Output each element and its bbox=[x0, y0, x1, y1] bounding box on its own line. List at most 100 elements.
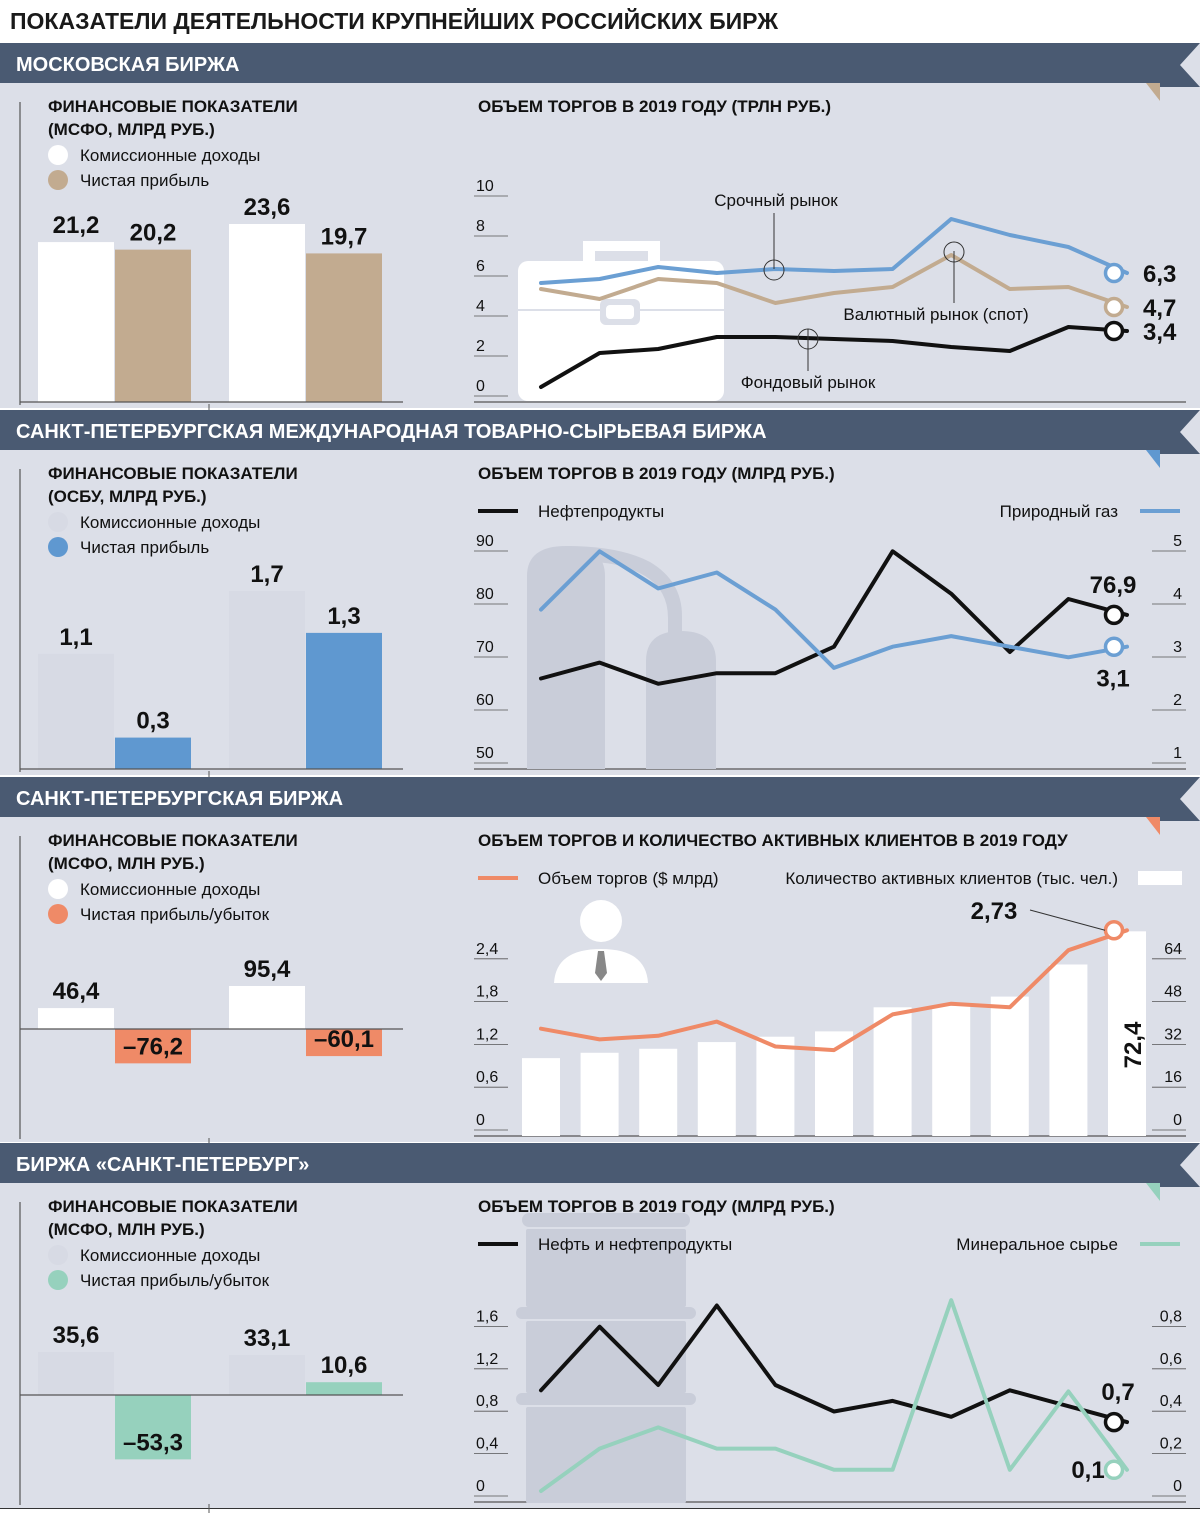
y-tick-label: 90 bbox=[476, 533, 494, 550]
header-band bbox=[0, 43, 1160, 83]
client-bar bbox=[932, 1005, 971, 1136]
y-tick-label: 1,8 bbox=[476, 984, 498, 1001]
fin-subtitle: (МСФО, МЛН РУБ.) bbox=[48, 854, 205, 873]
barrel-lower bbox=[526, 1407, 686, 1503]
trade-title: ОБЪЕМ ТОРГОВ В 2019 ГОДУ (МЛРД РУБ.) bbox=[478, 1197, 835, 1216]
header-band bbox=[0, 1143, 1160, 1183]
section-header: САНКТ-ПЕТЕРБУРГСКАЯ БИРЖА bbox=[0, 777, 1200, 835]
series-line bbox=[539, 549, 1129, 670]
y-tick-label: 60 bbox=[476, 692, 494, 709]
fin-bar bbox=[306, 253, 382, 402]
fin-subtitle: (МСФО, МЛН РУБ.) bbox=[48, 1220, 205, 1239]
header-band bbox=[0, 777, 1160, 817]
series-end-label: 4,7 bbox=[1143, 295, 1176, 322]
series-line bbox=[539, 1298, 1129, 1493]
section-spimex: САНКТ-ПЕТЕРБУРГСКАЯ МЕЖДУНАРОДНАЯ ТОВАРН… bbox=[0, 410, 1200, 808]
fin-bar bbox=[229, 986, 305, 1029]
fin-bar-value: 20,2 bbox=[130, 220, 177, 247]
cylinder-small bbox=[646, 631, 716, 769]
series-end-marker bbox=[1103, 920, 1125, 941]
person-tie bbox=[595, 951, 607, 981]
section-title: БИРЖА «САНКТ-ПЕТЕРБУРГ» bbox=[16, 1154, 309, 1176]
y2-tick-label: 0,8 bbox=[1160, 1308, 1182, 1325]
barrel-upper bbox=[526, 1229, 686, 1307]
series-end-label: 6,3 bbox=[1143, 261, 1176, 288]
fin-bar-value: 19,7 bbox=[321, 223, 368, 250]
header-accent-fold bbox=[1146, 450, 1160, 468]
fin-bar bbox=[115, 1395, 191, 1460]
y-tick-label: 6 bbox=[476, 258, 485, 275]
fin-bar bbox=[115, 737, 191, 769]
y-tick-label: 0 bbox=[476, 1112, 485, 1129]
y2-tick-label: 0 bbox=[1173, 1112, 1182, 1129]
series-end-label: 0,1 bbox=[1071, 1457, 1104, 1484]
client-bar bbox=[815, 1031, 853, 1136]
series-end-label: 0,7 bbox=[1101, 1379, 1134, 1406]
legend-swatch bbox=[48, 904, 68, 924]
header-ribbon bbox=[1160, 43, 1200, 87]
legend-label: Чистая прибыль/убыток bbox=[80, 905, 270, 924]
legend-label: Комиссионные доходы bbox=[80, 146, 260, 165]
header-accent-fold bbox=[1146, 817, 1160, 835]
legend-label: Комиссионные доходы bbox=[80, 1246, 260, 1265]
series-end-marker bbox=[1103, 320, 1125, 342]
section-title: САНКТ-ПЕТЕРБУРГСКАЯ МЕЖДУНАРОДНАЯ ТОВАРН… bbox=[16, 421, 767, 443]
legend-label: Чистая прибыль bbox=[80, 171, 209, 190]
y-tick-label: 8 bbox=[476, 218, 485, 235]
fin-bar-value: 0,3 bbox=[136, 708, 169, 735]
fin-bar-value: 46,4 bbox=[53, 978, 100, 1005]
fin-panel: ФИНАНСОВЫЕ ПОКАЗАТЕЛИ (МСФО, МЛН РУБ.) Ком… bbox=[19, 831, 403, 1175]
header-accent-fold bbox=[1146, 83, 1160, 101]
legend-label: Чистая прибыль bbox=[80, 538, 209, 557]
y-tick-label: 1,2 bbox=[476, 1351, 498, 1368]
trade-title: ОБЪЕМ ТОРГОВ В 2019 ГОДУ (ТРЛН РУБ.) bbox=[478, 97, 831, 116]
series-line bbox=[539, 1303, 1129, 1425]
fin-bar bbox=[115, 249, 191, 402]
fin-bar-value: 33,1 bbox=[244, 1325, 291, 1352]
fin-bar-value: 95,4 bbox=[244, 956, 291, 983]
fin-bar-value: 1,1 bbox=[59, 624, 92, 651]
series-line bbox=[539, 217, 1129, 285]
client-bar bbox=[1049, 964, 1088, 1136]
section-spb: БИРЖА «САНКТ-ПЕТЕРБУРГ» ФИНАНСОВЫЕ ПОКАЗА… bbox=[0, 1143, 1200, 1513]
section-spbex: САНКТ-ПЕТЕРБУРГСКАЯ БИРЖА ФИНАНСОВЫЕ ПОКА… bbox=[0, 777, 1200, 1175]
legend-label: Нефтепродукты bbox=[538, 502, 664, 521]
fin-panel: ФИНАНСОВЫЕ ПОКАЗАТЕЛИ (МСФО, МЛН РУБ.) Ком… bbox=[19, 1197, 403, 1513]
client-bar bbox=[522, 1058, 560, 1136]
section-header: МОСКОВСКАЯ БИРЖА bbox=[0, 43, 1200, 101]
page-title: ПОКАЗАТЕЛИ ДЕЯТЕЛЬНОСТИ КРУПНЕЙШИХ РОССИ… bbox=[10, 7, 778, 34]
briefcase-body bbox=[518, 261, 724, 401]
fin-bar bbox=[306, 1382, 382, 1395]
y2-tick-label: 0,4 bbox=[1160, 1393, 1182, 1410]
fin-bar-value: –60,1 bbox=[314, 1026, 374, 1053]
person-icon bbox=[554, 900, 648, 983]
fin-bar-value: 1,3 bbox=[327, 603, 360, 630]
series-end-label: 2,73 bbox=[971, 898, 1018, 925]
y-tick-label: 0 bbox=[476, 378, 485, 395]
y2-tick-label: 16 bbox=[1164, 1069, 1182, 1086]
header-accent-fold bbox=[1146, 1183, 1160, 1201]
y2-tick-label: 0,2 bbox=[1160, 1436, 1182, 1453]
section-header: БИРЖА «САНКТ-ПЕТЕРБУРГ» bbox=[0, 1143, 1200, 1201]
fin-bar-value: 21,2 bbox=[53, 212, 100, 239]
client-bar bbox=[697, 1042, 736, 1136]
y-tick-label: 0,8 bbox=[476, 1393, 498, 1410]
y-tick-label: 1,6 bbox=[476, 1308, 498, 1325]
callout-line bbox=[1029, 909, 1106, 931]
fin-bar bbox=[38, 653, 114, 769]
series-line bbox=[539, 253, 1129, 309]
series-line bbox=[539, 928, 1129, 1053]
client-bar bbox=[990, 996, 1029, 1136]
y-tick-label: 0,6 bbox=[476, 1069, 498, 1086]
y2-tick-label: 0 bbox=[1173, 1478, 1182, 1495]
y2-tick-label: 0,6 bbox=[1160, 1351, 1182, 1368]
y2-tick-label: 5 bbox=[1173, 533, 1182, 550]
section-moex: МОСКОВСКАЯ БИРЖА ФИНАНСОВЫЕ ПОКАЗАТЕЛИ (МС… bbox=[0, 43, 1200, 441]
callout-circle bbox=[797, 328, 819, 350]
fin-subtitle: (МСФО, МЛРД РУБ.) bbox=[48, 120, 215, 139]
series-end-label: 3,1 bbox=[1096, 666, 1129, 693]
fin-bar bbox=[306, 632, 382, 769]
trade-title: ОБЪЕМ ТОРГОВ В 2019 ГОДУ (МЛРД РУБ.) bbox=[478, 464, 835, 483]
